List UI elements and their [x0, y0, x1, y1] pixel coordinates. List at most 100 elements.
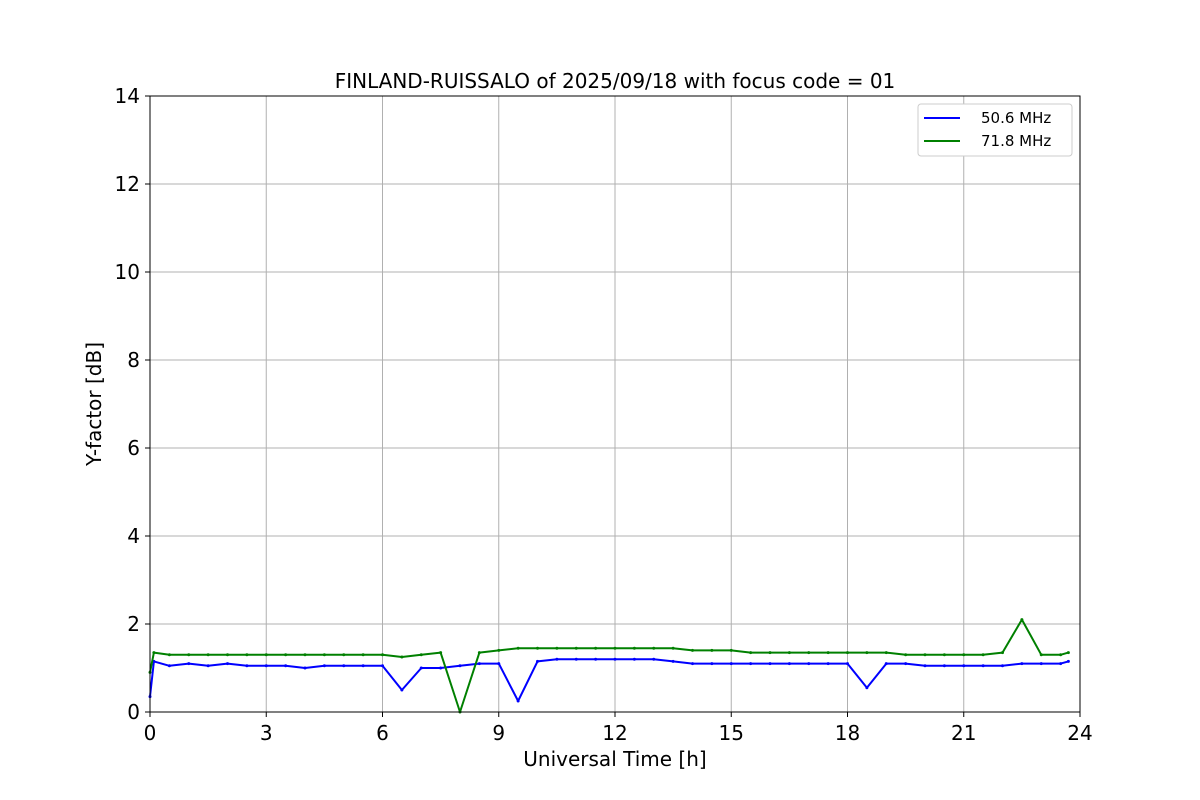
data-point [497, 648, 501, 652]
data-point [322, 653, 326, 657]
data-point [419, 653, 423, 657]
data-point [691, 662, 694, 666]
data-point [264, 664, 268, 668]
data-point [1001, 651, 1004, 655]
data-point [942, 664, 946, 668]
data-point [342, 664, 346, 668]
data-point [613, 657, 617, 661]
data-point [594, 657, 598, 661]
data-point [226, 662, 229, 666]
data-point [574, 646, 578, 650]
data-point [865, 686, 869, 690]
data-point [206, 664, 210, 668]
data-point [187, 653, 191, 657]
data-point [923, 664, 927, 668]
data-point [536, 646, 539, 650]
data-point [1066, 659, 1070, 663]
x-tick-label: 24 [1067, 721, 1092, 745]
data-point [904, 662, 908, 666]
x-axis-label: Universal Time [h] [523, 747, 706, 771]
data-point [1020, 662, 1024, 666]
x-tick-label: 3 [260, 721, 273, 745]
data-point [226, 653, 229, 657]
data-point [1039, 653, 1043, 657]
y-axis-ticks: 0 2 4 6 8 10 12 14 [115, 84, 150, 724]
y-tick-label: 12 [115, 172, 140, 196]
data-point [245, 664, 249, 668]
data-point [245, 653, 249, 657]
data-point [923, 653, 927, 657]
y-tick-label: 10 [115, 260, 140, 284]
y-tick-label: 14 [115, 84, 140, 108]
y-tick-label: 6 [127, 436, 140, 460]
data-point [807, 651, 811, 655]
data-point [942, 653, 946, 657]
data-point [981, 664, 985, 668]
data-point [516, 646, 520, 650]
legend-label-71-8-mhz: 71.8 MHz [981, 132, 1051, 150]
data-point [361, 664, 365, 668]
data-point [152, 651, 156, 655]
data-point [167, 653, 171, 657]
data-point [303, 653, 307, 657]
x-tick-label: 21 [951, 721, 976, 745]
data-point [904, 653, 908, 657]
data-point [284, 653, 288, 657]
series-50-6-mhz [148, 657, 1070, 703]
data-point [400, 688, 404, 692]
x-tick-label: 18 [835, 721, 860, 745]
data-point [342, 653, 346, 657]
data-point [787, 662, 791, 666]
data-point [981, 653, 985, 657]
data-point [962, 664, 966, 668]
data-point [303, 666, 307, 670]
data-point [749, 662, 753, 666]
data-point [865, 651, 869, 655]
data-point [884, 651, 888, 655]
data-point [846, 662, 849, 666]
data-point [419, 666, 423, 670]
data-point [652, 646, 656, 650]
data-point [710, 648, 714, 652]
data-point [497, 662, 501, 666]
data-point [826, 651, 830, 655]
data-point [632, 657, 636, 661]
data-point [787, 651, 791, 655]
legend: 50.6 MHz 71.8 MHz [917, 103, 1073, 157]
data-point [710, 662, 714, 666]
series-line [149, 618, 1069, 713]
data-point [458, 664, 462, 668]
x-axis-ticks: 0 3 6 9 12 15 18 21 24 [144, 712, 1093, 745]
x-tick-label: 0 [144, 721, 157, 745]
data-point [884, 662, 888, 666]
data-point [264, 653, 268, 657]
data-point [439, 651, 443, 655]
data-point [768, 662, 772, 666]
data-point [187, 662, 191, 666]
data-point [284, 664, 288, 668]
data-point [768, 651, 772, 655]
data-point [167, 664, 171, 668]
y-tick-label: 4 [127, 524, 140, 548]
data-point [1020, 618, 1024, 622]
chart-title: FINLAND-RUISSALO of 2025/09/18 with focu… [335, 69, 896, 93]
x-tick-label: 6 [376, 721, 389, 745]
data-point [729, 662, 733, 666]
data-point [361, 653, 365, 657]
data-point [574, 657, 578, 661]
data-point [749, 651, 753, 655]
data-point [477, 651, 481, 655]
series-line [149, 658, 1069, 702]
data-point [1059, 653, 1063, 657]
data-point [381, 664, 384, 668]
plot-area [148, 95, 1081, 714]
data-point [400, 655, 404, 659]
data-point [632, 646, 636, 650]
y-tick-label: 0 [127, 700, 140, 724]
data-point [652, 657, 656, 661]
data-point [807, 662, 811, 666]
data-point [729, 648, 733, 652]
data-point [477, 662, 481, 666]
data-point [322, 664, 326, 668]
